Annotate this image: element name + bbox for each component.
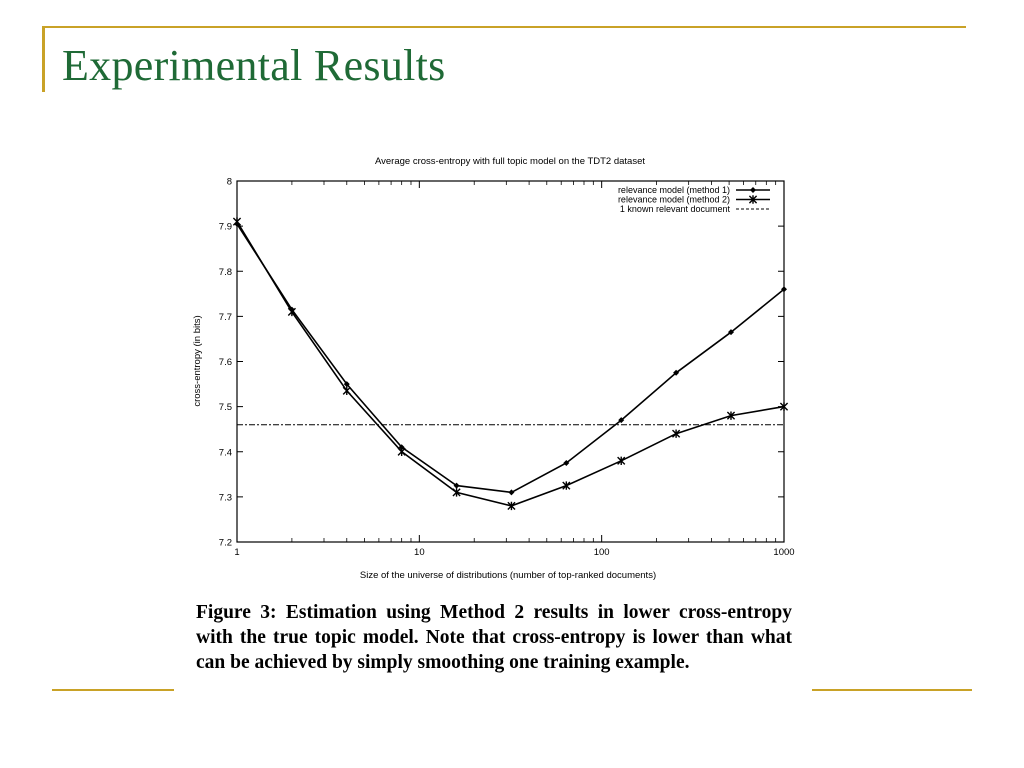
cross-entropy-chart: Average cross-entropy with full topic mo…	[192, 156, 795, 581]
data-point	[563, 460, 570, 467]
y-tick-label: 7.2	[219, 538, 232, 549]
left-accent-bar	[42, 26, 45, 92]
series-1	[234, 220, 787, 496]
data-point	[726, 411, 736, 420]
data-point	[779, 402, 789, 411]
data-point	[508, 489, 515, 496]
data-point	[398, 444, 405, 451]
figure-caption: Figure 3: Estimation using Method 2 resu…	[196, 602, 792, 673]
y-tick-label: 7.7	[219, 312, 232, 323]
data-point	[562, 481, 571, 490]
bottom-left-accent-line	[52, 689, 174, 691]
y-tick-label: 7.4	[219, 447, 232, 458]
y-tick-label: 7.9	[219, 222, 232, 233]
data-point	[781, 286, 787, 293]
data-point	[342, 386, 351, 396]
plot-frame	[236, 180, 785, 543]
y-tick-label: 7.6	[219, 357, 232, 368]
data-point	[727, 329, 734, 336]
data-point	[287, 307, 296, 317]
x-axis-label: Size of the universe of distributions (n…	[360, 570, 656, 581]
legend-marker	[750, 187, 756, 193]
legend-label: 1 known relevant document	[620, 204, 731, 214]
legend-label: relevance model (method 1)	[618, 185, 730, 195]
data-point	[507, 501, 516, 511]
x-tick-label: 1	[234, 547, 239, 558]
chart-title: Average cross-entropy with full topic mo…	[375, 156, 645, 167]
bottom-right-accent-line	[812, 689, 972, 691]
series-layer	[232, 217, 789, 511]
data-point	[617, 456, 626, 465]
data-point	[453, 482, 460, 489]
series-line	[236, 223, 785, 494]
data-point	[673, 369, 680, 376]
y-tick-label: 7.8	[219, 267, 232, 278]
top-accent-line	[44, 26, 966, 28]
chart-legend: relevance model (method 1)relevance mode…	[618, 185, 770, 214]
y-tick-label: 7.5	[219, 402, 232, 413]
data-point	[343, 381, 350, 388]
y-axis-label: cross-entropy (in bits)	[192, 315, 203, 406]
x-tick-label: 100	[594, 547, 610, 558]
data-point	[232, 217, 242, 226]
x-tick-label: 10	[414, 547, 425, 558]
data-point	[397, 447, 406, 456]
series-line	[236, 221, 785, 507]
legend-label: relevance model (method 2)	[618, 195, 730, 205]
data-point	[452, 488, 461, 497]
data-point	[672, 429, 681, 438]
series-2	[232, 217, 789, 511]
data-point	[618, 417, 625, 424]
slide-title: Experimental Results	[62, 41, 446, 90]
x-tick-label: 1000	[773, 547, 794, 558]
y-tick-label: 8	[227, 177, 232, 188]
legend-marker	[748, 195, 758, 204]
chart-axes: 7.2 7.3 7.4 7.5 7.6 7.7 7.8 7.9 8 1 10 100 1000	[219, 177, 795, 559]
y-tick-label: 7.3	[219, 492, 232, 503]
